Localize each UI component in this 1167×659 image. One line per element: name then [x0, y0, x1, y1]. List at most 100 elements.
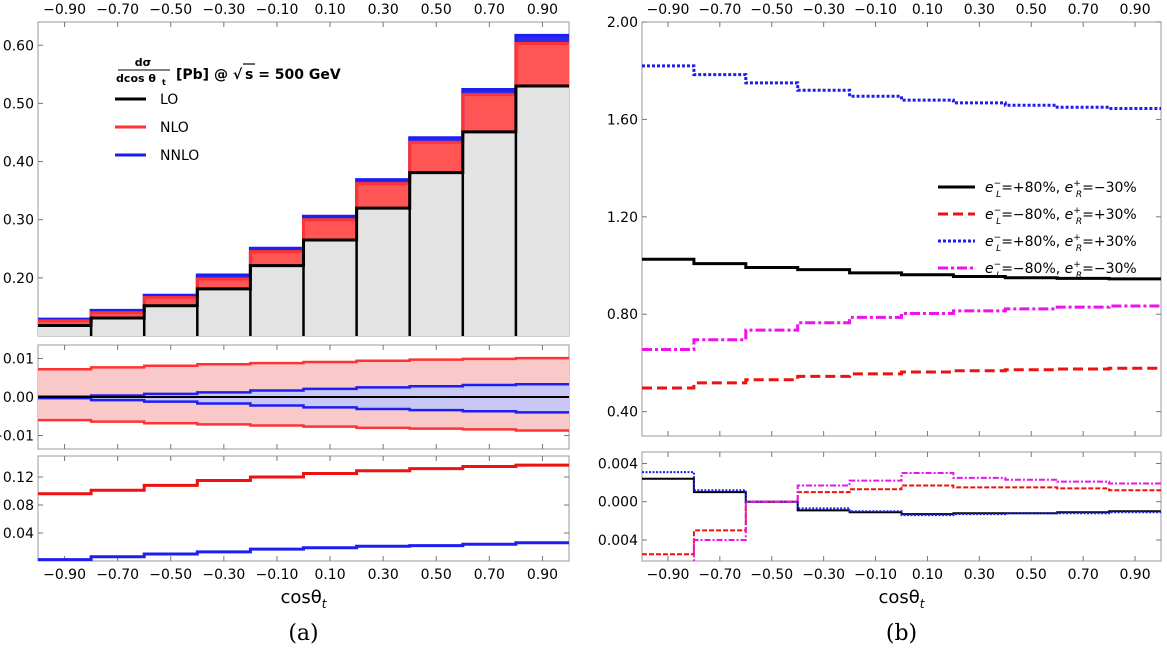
legend-part: =−80%,	[1001, 261, 1064, 277]
y-tick-label: 1.20	[607, 210, 638, 226]
panel-ratio: 0.004 0.000 0.004	[598, 451, 1162, 562]
series-e-l-80-e-r-30--line	[642, 304, 1161, 352]
legend-label: LO	[160, 92, 178, 108]
series-e-l-80-e-r-30--line	[642, 257, 1161, 281]
panel-body	[38, 33, 569, 336]
y-tick-label: 1.60	[607, 112, 638, 128]
panel-body	[642, 471, 1161, 561]
top-x-tick-label: 0.50	[421, 2, 452, 18]
y-tick-label: −0.01	[0, 429, 34, 445]
legend-part: −	[994, 260, 1002, 270]
figure-caption: (b)	[886, 621, 917, 646]
legend-part: =+80%,	[1001, 234, 1064, 250]
top-x-tick-label: −0.70	[96, 2, 139, 18]
legend-label: e− L=+80%, e+ R=−30%	[985, 179, 1137, 200]
title-energy: s = 500 GeV	[245, 67, 341, 83]
top-x-tick-label: 0.30	[964, 2, 995, 18]
legend-part: L	[996, 217, 1001, 227]
legend-part: =+30%	[1082, 234, 1137, 250]
lo-area	[38, 85, 569, 336]
top-x-tick-label: −0.90	[43, 2, 86, 18]
x-axis-label: cosθt	[280, 587, 327, 611]
bottom-x-tick-label: −0.10	[854, 567, 897, 583]
legend-part: e	[985, 261, 994, 277]
bottom-x-tick-label: 0.90	[1119, 567, 1150, 583]
y-tick-label: 0.004	[598, 533, 638, 549]
top-x-tick-label: 0.70	[474, 2, 505, 18]
nnlo-band	[38, 384, 569, 413]
x-axis-label: cosθt	[878, 587, 925, 611]
bottom-x-tick-label: 0.70	[1068, 567, 1099, 583]
bottom-x-tick-label: −0.90	[646, 567, 689, 583]
legend-part: R	[1076, 217, 1082, 227]
panel-scale-band: 0.01 0.00 −0.01	[0, 344, 570, 450]
legend-part: =−80%,	[1001, 207, 1064, 223]
legend-part: −	[994, 179, 1002, 189]
y-tick-label: 0.80	[607, 307, 638, 323]
legend-part: +	[1073, 233, 1081, 243]
series-e-l-80-e-r-30--line	[642, 366, 1161, 390]
legend: e− L=+80%, e+ R=−30%e− L=−80%, e+ R=+30%e− L=…	[938, 179, 1137, 281]
y-tick-label: 0.004	[598, 456, 638, 472]
legend-part: R	[1076, 190, 1082, 200]
series-s1-line	[642, 477, 1161, 516]
title-num: dσ	[135, 56, 151, 69]
y-tick-label: 2.00	[607, 15, 638, 31]
legend-part: e	[985, 180, 994, 196]
y-tick-label: 0.20	[3, 271, 34, 287]
band-edge-nnlo-upper	[38, 383, 569, 398]
y-tick-label: 0.60	[3, 38, 34, 54]
y-tick-label: 0.40	[3, 155, 34, 171]
legend-part: =+80%,	[1001, 180, 1064, 196]
legend-label: NLO	[160, 120, 189, 136]
x-axis-label-main: cosθ	[280, 587, 321, 608]
title-main: [Pb] @ √	[176, 67, 243, 83]
panel-main: 2.001.601.200.800.40e− L=+80%, e+ R=−30%e−…	[607, 15, 1162, 437]
legend-part: −	[994, 206, 1002, 216]
legend-part: e	[1065, 207, 1074, 223]
top-x-tick-label: 0.10	[912, 2, 943, 18]
band-edge-nlo-lower	[38, 418, 569, 432]
legend-label: NNLO	[160, 148, 199, 164]
top-x-tick-label: 0.30	[368, 2, 399, 18]
bottom-x-tick-label: 0.50	[421, 567, 452, 583]
bottom-x-tick-label: −0.70	[96, 567, 139, 583]
bottom-x-tick-label: −0.10	[255, 567, 298, 583]
top-x-tick-label: −0.90	[646, 2, 689, 18]
series-s2-line	[642, 484, 1161, 556]
series-nlo-line	[38, 463, 569, 496]
legend-part: +	[1073, 206, 1081, 216]
legend-part: e	[985, 207, 994, 223]
legend-part: R	[1076, 244, 1082, 254]
panel-body	[38, 463, 569, 561]
panel-body	[642, 64, 1161, 390]
top-x-tick-label: 0.10	[314, 2, 345, 18]
y-tick-label: 0.12	[3, 470, 34, 486]
y-tick-label: 0.50	[3, 96, 34, 112]
legend-part: L	[996, 271, 1001, 281]
bottom-x-tick-label: −0.70	[698, 567, 741, 583]
top-x-tick-label: −0.10	[854, 2, 897, 18]
y-tick-label: 0.30	[3, 213, 34, 229]
panel-frame	[37, 455, 570, 562]
series-s3-line	[642, 471, 1161, 517]
y-tick-label: 0.04	[3, 526, 34, 542]
y-tick-label: 0.01	[3, 351, 34, 367]
bottom-x-tick-label: 0.10	[912, 567, 943, 583]
bottom-x-tick-label: −0.90	[43, 567, 86, 583]
band-edge-nlo-upper	[38, 356, 569, 371]
legend-part: e	[1065, 261, 1074, 277]
panel-k-factor: 0.12 0.08 0.04	[3, 455, 570, 562]
panel-title: dσ dcos θ t [Pb] @ √ s = 500 GeV	[116, 56, 341, 87]
legend-label: e− L=−80%, e+ R=+30%	[985, 206, 1137, 227]
band-edge-nnlo-lower	[38, 396, 569, 414]
legend-part: =+30%	[1082, 207, 1137, 223]
series-nnlo-line	[38, 541, 569, 561]
legend-part: R	[1076, 271, 1082, 281]
panel-body	[38, 356, 569, 432]
bottom-x-tick-label: −0.50	[750, 567, 793, 583]
legend-part: =−30%	[1082, 180, 1137, 196]
top-x-tick-label: −0.10	[255, 2, 298, 18]
figure-caption: (a)	[288, 621, 318, 646]
